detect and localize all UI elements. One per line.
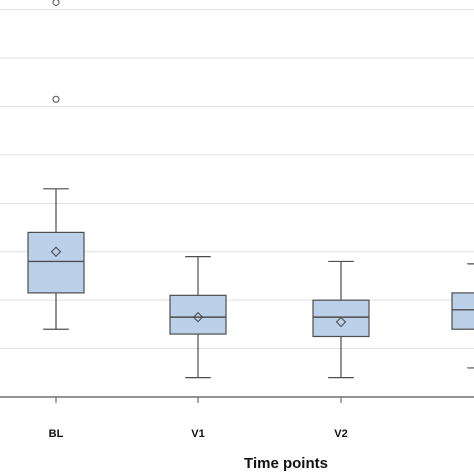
mean-marker <box>192 311 204 323</box>
x-tick-label: V1 <box>191 428 204 440</box>
iqr-box <box>27 231 85 294</box>
mean-marker <box>50 246 62 258</box>
x-tick-label: V2 <box>334 428 347 440</box>
box-plot-series <box>27 0 474 379</box>
gridlines <box>0 9 474 350</box>
mean-marker <box>335 316 347 328</box>
iqr-box <box>169 294 227 335</box>
x-axis-ticks: BL V1 V2 <box>49 397 348 440</box>
iqr-box <box>451 292 474 330</box>
x-axis-title: Time points <box>244 455 328 472</box>
outlier-point <box>52 0 60 6</box>
x-tick-label: BL <box>49 428 64 440</box>
iqr-box <box>312 299 370 338</box>
outlier-point <box>52 95 60 103</box>
